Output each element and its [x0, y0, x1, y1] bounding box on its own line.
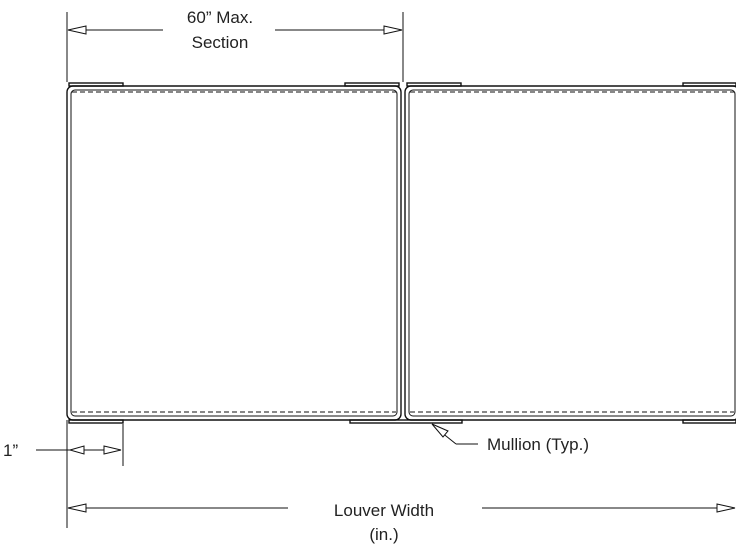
mullion-label: Mullion (Typ.) [487, 435, 589, 454]
offset-arrow-left-icon [68, 445, 85, 455]
offset-dimension: 1” [3, 424, 124, 466]
clip-bottom-right-2 [682, 419, 736, 424]
section-label-line1: 60” Max. [187, 8, 253, 27]
clip-top-left-2 [406, 82, 462, 87]
section-right-inner [408, 89, 736, 417]
louver-width-label-line1: Louver Width [334, 501, 434, 520]
section-label-line2: Section [192, 33, 249, 52]
louver-width-dimension: Louver Width (in.) [66, 420, 736, 544]
offset-arrow-right-icon [103, 445, 122, 455]
width-arrow-right-icon [716, 503, 736, 513]
width-arrow-left-icon [67, 503, 87, 513]
arrow-left-icon [67, 25, 87, 35]
offset-label: 1” [3, 441, 18, 460]
section-right-outer [404, 85, 736, 421]
mullion-arrow-icon [431, 423, 449, 438]
clip-top-left [68, 82, 124, 87]
clip-top-right-2 [682, 82, 736, 87]
section-dimension: 60” Max. Section [66, 8, 404, 82]
clip-top-right [344, 82, 400, 87]
louver-section-left [66, 82, 402, 424]
arrow-right-icon [383, 25, 403, 35]
mullion-bar [349, 419, 463, 424]
clip-bottom-left [68, 419, 124, 424]
mullion: Mullion (Typ.) [349, 419, 589, 454]
section-left-inner [70, 89, 398, 417]
section-left-outer [66, 85, 402, 421]
louver-section-right [404, 82, 736, 424]
louver-width-label-line2: (in.) [369, 525, 398, 544]
